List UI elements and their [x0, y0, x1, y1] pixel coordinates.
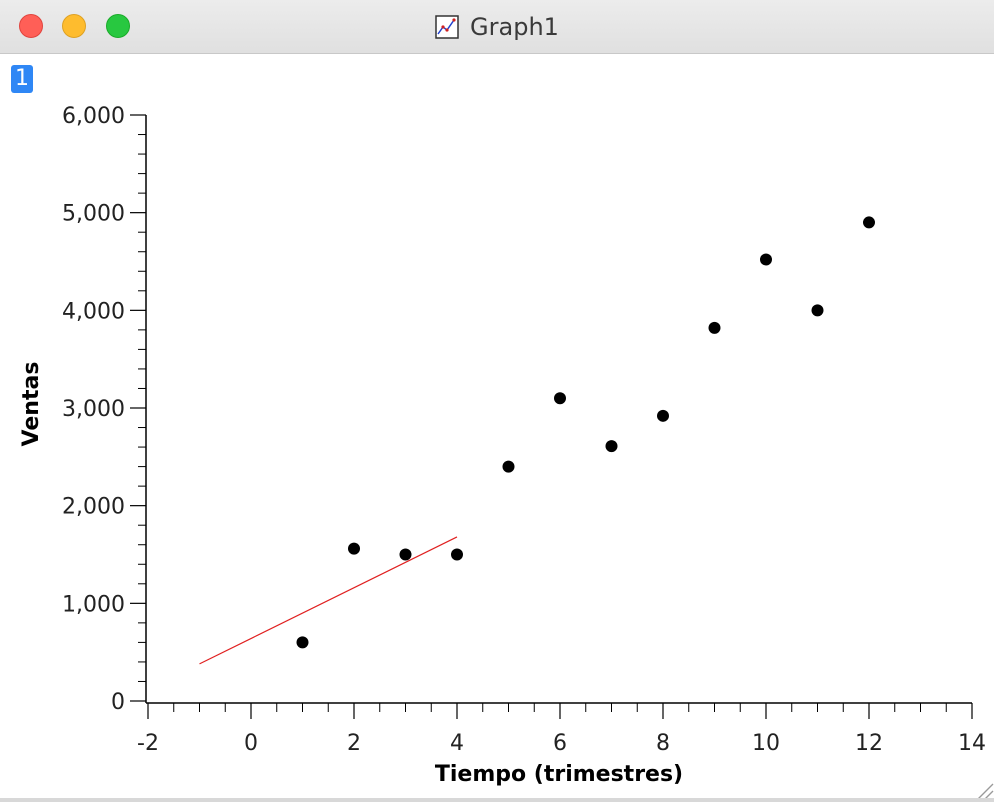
data-point: [502, 460, 515, 473]
y-tick-label: 6,000: [62, 104, 125, 129]
data-point: [348, 542, 360, 555]
y-tick-label: 0: [111, 690, 125, 715]
x-tick-label: 4: [450, 731, 464, 756]
data-point: [296, 636, 309, 649]
data-point: [605, 440, 618, 453]
window-bottom-edge: [0, 798, 994, 802]
x-tick-label: 12: [855, 731, 883, 756]
data-point: [708, 321, 721, 334]
x-tick-label: 2: [347, 731, 361, 756]
data-point: [399, 548, 412, 561]
y-tick-label: 1,000: [62, 592, 125, 617]
zoom-button[interactable]: [106, 14, 130, 38]
data-point: [760, 253, 772, 266]
data-point: [863, 216, 875, 229]
fit-line: [199, 536, 458, 665]
x-tick-label: 10: [752, 731, 780, 756]
close-button[interactable]: [19, 14, 43, 38]
x-tick-label: 6: [553, 731, 567, 756]
x-tick-label: -2: [137, 731, 159, 756]
y-axis-label: Ventas: [19, 362, 44, 447]
data-point: [554, 392, 566, 405]
data-point: [657, 409, 669, 422]
data-point: [811, 304, 824, 317]
x-axis-label: Tiempo (trimestres): [435, 762, 683, 787]
x-tick-label: 8: [656, 731, 670, 756]
axes-group: 0 1,000 2,000 3,000 4,000 5,000 6,000 -2 0 2 4 6 8 10…: [62, 104, 986, 756]
y-tick-label: 5,000: [62, 202, 125, 227]
graph-document-icon: [435, 14, 459, 39]
graph-number-badge: 1: [11, 65, 33, 93]
y-tick-label: 4,000: [62, 299, 125, 324]
y-tick-label: 3,000: [62, 397, 125, 422]
window-title-group: Graph1: [0, 0, 994, 53]
title-bar[interactable]: Graph1: [0, 0, 994, 54]
y-tick-label: 2,000: [62, 495, 125, 520]
x-tick-label: 0: [244, 731, 258, 756]
x-tick-label: 14: [958, 731, 986, 756]
marks-group: [199, 216, 875, 665]
window-title: Graph1: [470, 12, 559, 41]
minimize-button[interactable]: [62, 14, 86, 38]
data-point: [451, 548, 463, 561]
